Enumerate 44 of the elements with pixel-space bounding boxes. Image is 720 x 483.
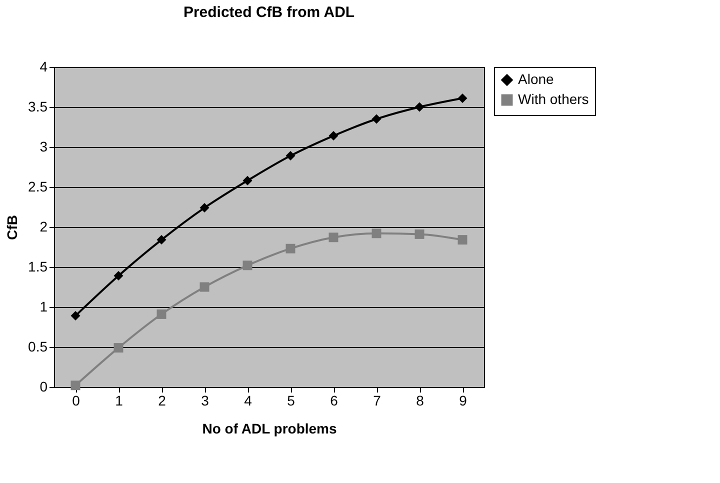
- y-tick-label: 0: [40, 378, 48, 394]
- y-tick-label: 2.5: [28, 178, 48, 194]
- x-tick-label: 3: [201, 392, 210, 408]
- point: [242, 260, 252, 270]
- point: [458, 235, 468, 245]
- point: [200, 282, 210, 292]
- point: [414, 229, 424, 239]
- point: [200, 203, 210, 213]
- y-tick-label: 2: [40, 218, 48, 234]
- chart-title: Predicted CfB from ADL: [183, 4, 355, 21]
- x-tick-label: 5: [287, 392, 296, 408]
- x-axis-title: No of ADL problems: [202, 420, 337, 436]
- y-tick-label: 3: [40, 138, 48, 154]
- y-tick-label: 4: [40, 58, 48, 74]
- point: [70, 380, 80, 390]
- x-tick-label: 2: [158, 392, 166, 408]
- point: [156, 235, 166, 245]
- point: [114, 343, 124, 353]
- y-tick-label: 1.5: [28, 258, 48, 274]
- x-tick-label: 7: [373, 392, 382, 408]
- point: [328, 232, 338, 242]
- y-tick-label: 3.5: [28, 98, 48, 114]
- y-tick-label: 1: [40, 298, 48, 314]
- legend-label: Alone: [518, 71, 554, 87]
- point: [328, 131, 338, 141]
- point: [414, 102, 424, 112]
- point: [242, 176, 252, 186]
- y-tick-label: 0.5: [28, 338, 48, 354]
- x-tick-label: 8: [416, 392, 424, 408]
- x-tick-label: 4: [244, 392, 252, 408]
- point: [114, 271, 124, 281]
- x-tick-label: 9: [459, 392, 468, 408]
- point: [286, 244, 296, 254]
- y-axis-title: CfB: [4, 215, 20, 240]
- point: [286, 151, 296, 161]
- legend-label: With others: [518, 91, 589, 107]
- point: [372, 114, 382, 124]
- point: [372, 228, 382, 238]
- point: [458, 93, 468, 103]
- point: [156, 309, 166, 319]
- x-tick-label: 1: [115, 392, 124, 408]
- x-tick-label: 0: [72, 392, 80, 408]
- x-tick-label: 6: [330, 392, 338, 408]
- point: [70, 311, 80, 321]
